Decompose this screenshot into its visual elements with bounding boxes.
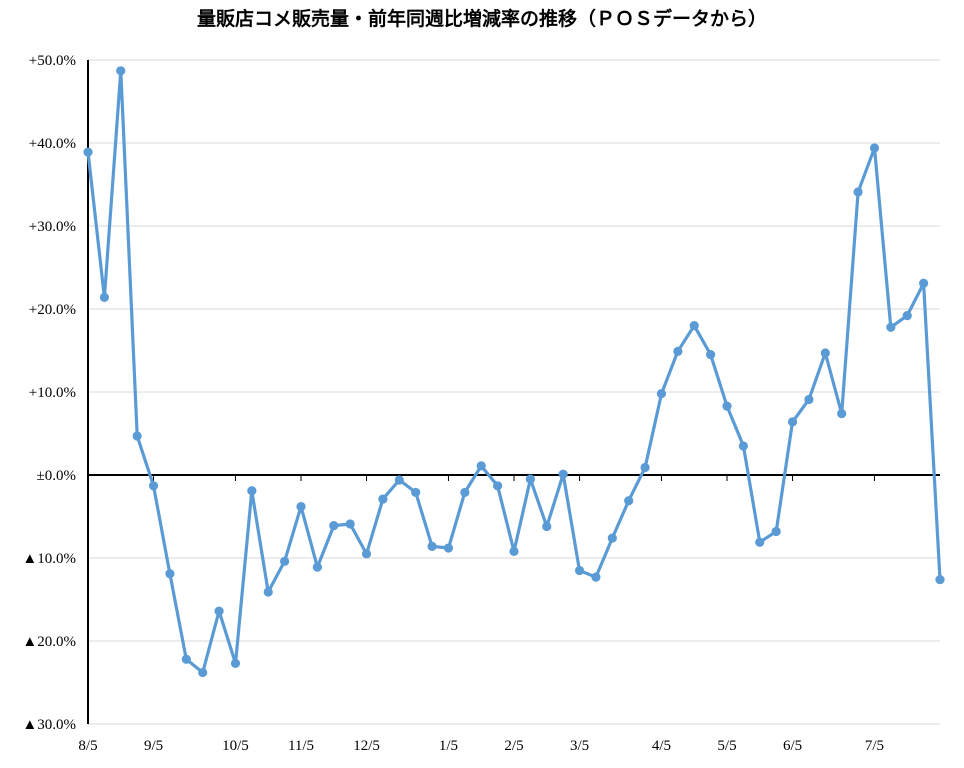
data-point <box>935 574 945 585</box>
x-tick-label: 12/5 <box>353 738 380 754</box>
data-point <box>558 469 568 479</box>
data-point <box>83 147 93 157</box>
data-point <box>820 348 830 358</box>
data-point <box>427 541 437 551</box>
data-point <box>771 526 781 537</box>
x-tick-label: 7/5 <box>865 738 884 754</box>
data-point <box>394 475 404 485</box>
data-point <box>853 187 863 197</box>
data-point <box>280 556 290 566</box>
gridlines <box>88 59 940 725</box>
data-point <box>886 322 896 332</box>
x-tick-label: 3/5 <box>570 738 589 754</box>
data-point <box>656 389 667 399</box>
axes <box>87 60 940 724</box>
data-point <box>787 417 798 427</box>
data-point <box>493 481 503 491</box>
y-tick-label: ±0.0% <box>37 468 76 484</box>
data-point <box>460 487 470 498</box>
data-point <box>361 549 372 559</box>
x-tick-label: 11/5 <box>288 738 314 754</box>
data-point <box>607 533 617 543</box>
data-point <box>296 501 306 512</box>
data-point <box>116 66 126 76</box>
x-tick-label: 1/5 <box>439 738 458 754</box>
data-point <box>148 481 159 491</box>
data-point <box>198 667 208 678</box>
data-point <box>689 321 699 331</box>
data-point <box>214 606 224 616</box>
data-point <box>574 565 585 576</box>
data-point <box>165 569 175 579</box>
y-tick-label: ▲10.0% <box>22 551 76 567</box>
data-point <box>706 350 716 360</box>
series <box>83 66 945 678</box>
x-tick-label: 6/5 <box>783 738 802 754</box>
data-point <box>640 462 650 473</box>
data-point <box>591 572 601 582</box>
chart-title: 量販店コメ販売量・前年同週比増減率の推移（ＰＯＳデータから） <box>196 8 767 30</box>
series-line <box>86 69 942 675</box>
y-tick-label: +40.0% <box>29 136 76 152</box>
x-tick-label: 8/5 <box>78 738 97 754</box>
data-point <box>345 519 355 529</box>
data-point <box>378 494 388 504</box>
y-tick-label: ▲20.0% <box>22 634 76 650</box>
y-tick-label: +20.0% <box>29 302 76 318</box>
data-point <box>804 394 814 405</box>
data-point <box>902 311 912 321</box>
data-point <box>837 408 847 419</box>
data-point <box>443 543 454 553</box>
data-point <box>542 521 552 532</box>
data-point <box>869 143 880 153</box>
data-point <box>132 431 142 441</box>
data-point <box>181 654 191 664</box>
data-point <box>525 474 535 484</box>
data-point <box>509 546 519 556</box>
data-point <box>673 346 683 356</box>
y-tick-label: ▲30.0% <box>22 717 76 733</box>
x-tick-label: 4/5 <box>652 738 671 754</box>
x-tick-label: 10/5 <box>222 738 249 754</box>
y-tick-label: +10.0% <box>29 385 76 401</box>
x-tick-label: 5/5 <box>717 738 736 754</box>
data-point <box>247 486 257 496</box>
y-tick-labels: +50.0% +40.0% +30.0% +20.0% +10.0% ±0.0% ▲10.0… <box>22 53 76 733</box>
data-point <box>919 278 929 288</box>
data-point <box>329 521 339 531</box>
y-tick-label: +30.0% <box>29 219 76 235</box>
data-point <box>722 401 732 411</box>
data-point <box>755 537 765 547</box>
data-point <box>738 441 748 451</box>
data-point <box>411 487 421 498</box>
x-tick-label: 2/5 <box>504 738 523 754</box>
data-point <box>476 461 486 471</box>
x-tick-labels: 8/5 9/5 10/5 11/5 12/5 1/5 2/5 3/5 4/5 5/5 6/5 7/5 <box>78 738 884 754</box>
data-point <box>624 496 634 506</box>
data-point <box>263 587 273 597</box>
data-point <box>99 292 109 302</box>
x-tick-label: 9/5 <box>144 738 163 754</box>
data-point <box>230 658 241 669</box>
data-point <box>312 562 322 572</box>
y-tick-label: +50.0% <box>29 53 76 69</box>
